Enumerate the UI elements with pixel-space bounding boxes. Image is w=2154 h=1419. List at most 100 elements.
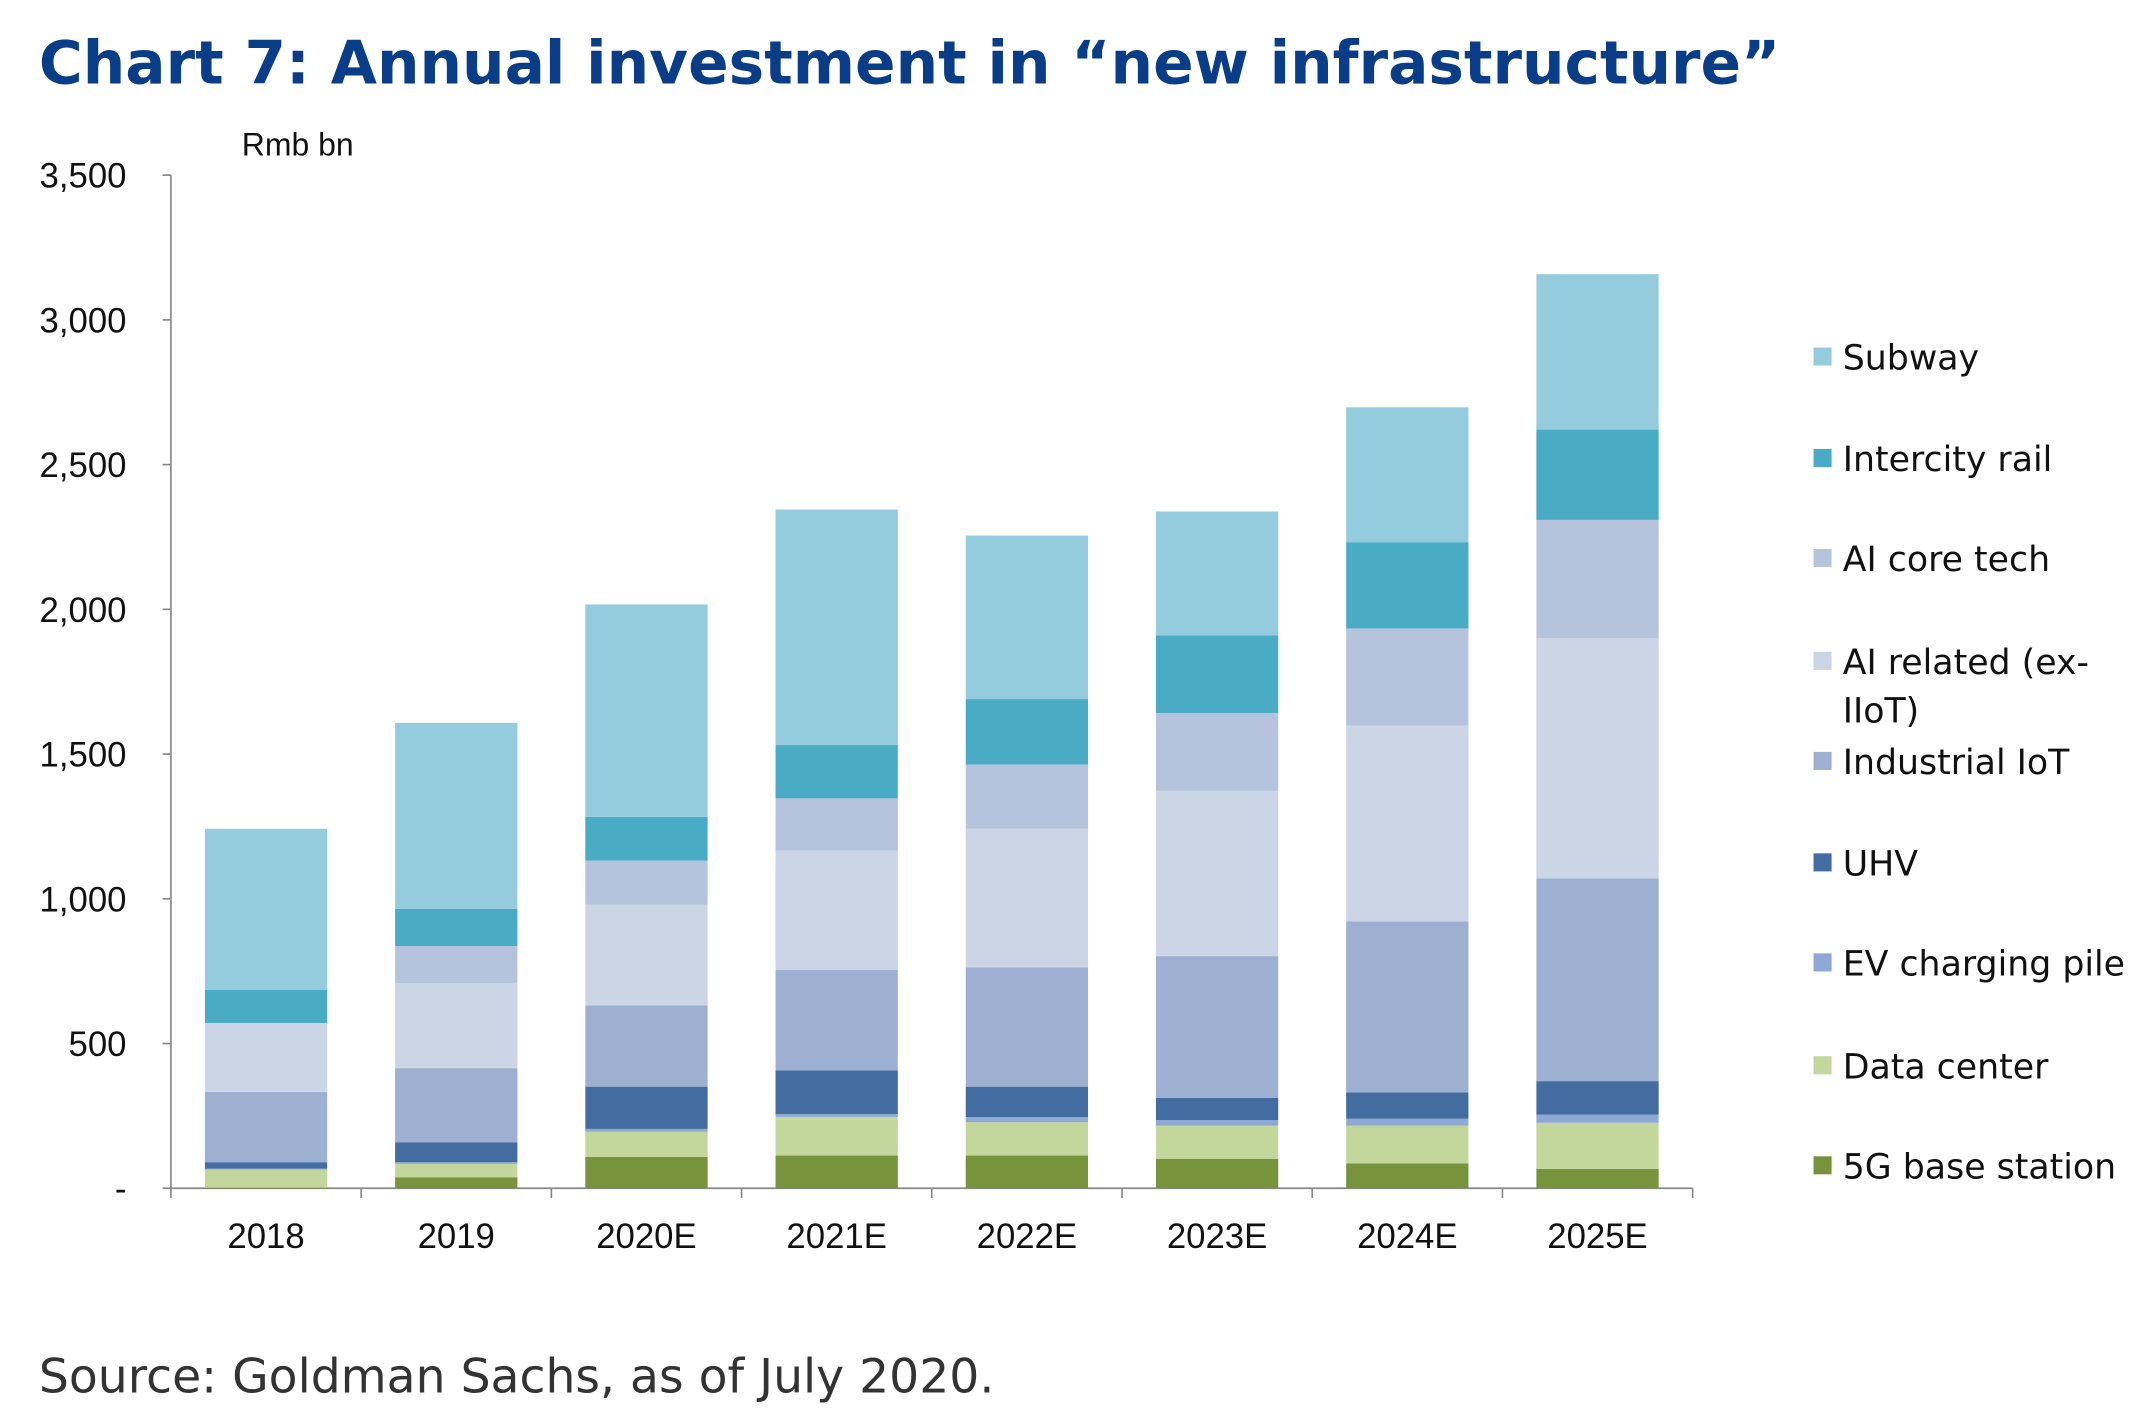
bar-segment-uhv-2025e	[1536, 1081, 1659, 1115]
source-note: Source: Goldman Sachs, as of July 2020.	[39, 1350, 994, 1405]
bar-segment-data-center-2019	[395, 1163, 518, 1178]
bar-segment-ai-related-ex-iiot-2022e	[965, 828, 1089, 968]
bar-segment-ai-core-tech-2025e	[1536, 519, 1659, 638]
bar-segment-data-center-2023e	[1155, 1125, 1279, 1160]
bar-segment-5g-base-station-2024e	[1346, 1163, 1469, 1189]
x-tick-label: 2024E	[1357, 1218, 1457, 1256]
x-tick-label: 2022E	[977, 1218, 1077, 1256]
bar-segment-ev-charging-pile-2019	[395, 1162, 518, 1164]
bar-segment-uhv-2021e	[775, 1070, 898, 1115]
legend: Subway Intercity rail AI core tech AI relat…	[1813, 339, 2125, 1188]
bar-segment-intercity-rail-2021e	[775, 745, 898, 799]
bar-segment-5g-base-station-2022e	[965, 1155, 1089, 1189]
bar-segment-subway-2023e	[1155, 511, 1279, 636]
bar-segment-ai-related-ex-iiot-2024e	[1346, 725, 1469, 922]
bar-segment-data-center-2021e	[775, 1117, 898, 1156]
bar-segment-industrial-iot-2025e	[1536, 878, 1659, 1082]
bar-segment-intercity-rail-2022e	[965, 699, 1089, 765]
bar-segment-industrial-iot-2020e	[585, 1005, 708, 1087]
bar-segment-5g-base-station-2019	[395, 1177, 518, 1189]
bar-segment-intercity-rail-2019	[395, 908, 518, 946]
legend-swatch	[1813, 751, 1832, 770]
legend-label: EV charging pile	[1843, 945, 2125, 985]
legend-label: IIoT)	[1843, 692, 1920, 732]
legend-swatch	[1813, 347, 1832, 366]
legend-label: Intercity rail	[1843, 440, 2053, 480]
bar-segment-ev-charging-pile-2024e	[1346, 1118, 1469, 1126]
bar-segment-5g-base-station-2023e	[1155, 1159, 1279, 1189]
bar-segment-subway-2021e	[775, 509, 898, 746]
bar-segment-subway-2019	[395, 722, 518, 909]
y-tick-label: 3,000	[40, 302, 127, 340]
legend-swatch	[1813, 1156, 1832, 1175]
legend-label: Data center	[1843, 1047, 2049, 1087]
bar-segment-data-center-2025e	[1536, 1122, 1659, 1169]
bar-segment-5g-base-station-2025e	[1536, 1168, 1659, 1189]
plot-area: - 500 1,000 1,500 2,000 2,500 3,000 3,500 2018 20…	[40, 158, 1694, 1256]
legend-label: UHV	[1843, 845, 1919, 885]
bar-segment-uhv-2024e	[1346, 1092, 1469, 1119]
bar-segment-ev-charging-pile-2022e	[965, 1117, 1089, 1123]
bar-segment-intercity-rail-2023e	[1155, 635, 1279, 713]
bar-segment-ai-related-ex-iiot-2019	[395, 983, 518, 1069]
bar-segment-subway-2022e	[965, 535, 1089, 700]
bar-segment-5g-base-station-2021e	[775, 1155, 898, 1189]
bar-segment-ev-charging-pile-2018	[204, 1168, 328, 1170]
bar-segment-ai-related-ex-iiot-2018	[204, 1022, 328, 1092]
bar-segment-intercity-rail-2020e	[585, 816, 708, 861]
bar-segment-5g-base-station-2020e	[585, 1156, 708, 1189]
legend-swatch	[1813, 853, 1832, 872]
bar-segment-industrial-iot-2024e	[1346, 921, 1469, 1093]
bar-segment-subway-2024e	[1346, 407, 1469, 543]
y-tick-label: 1,500	[40, 737, 127, 775]
bar-segment-ai-related-ex-iiot-2025e	[1536, 637, 1659, 879]
bar-segment-ev-charging-pile-2020e	[585, 1128, 708, 1132]
y-axis-unit-label: Rmb bn	[242, 127, 354, 163]
y-tick-label: 2,000	[40, 592, 127, 630]
bar-segment-ai-core-tech-2020e	[585, 860, 708, 905]
x-tick-label: 2019	[418, 1218, 495, 1256]
bar-segment-data-center-2022e	[965, 1122, 1089, 1156]
legend-label: AI related (ex-	[1843, 643, 2089, 683]
chart-title: Chart 7: Annual investment in “new infra…	[39, 29, 1780, 98]
bar-segment-ai-related-ex-iiot-2023e	[1155, 790, 1279, 957]
legend-swatch	[1813, 548, 1832, 568]
y-tick-label: 3,500	[40, 158, 127, 196]
bar-segment-industrial-iot-2022e	[965, 967, 1089, 1087]
bar-segment-industrial-iot-2018	[204, 1091, 328, 1163]
bar-segment-ai-core-tech-2022e	[965, 764, 1089, 829]
x-tick-label: 2023E	[1167, 1218, 1267, 1256]
bar-segment-data-center-2018	[204, 1169, 328, 1188]
legend-swatch	[1813, 1056, 1832, 1075]
y-tick-label: -	[115, 1171, 127, 1209]
bar-segment-industrial-iot-2019	[395, 1068, 518, 1143]
y-tick-label: 2,500	[40, 447, 127, 485]
bar-segment-ai-related-ex-iiot-2021e	[775, 850, 898, 970]
bar-segment-subway-2025e	[1536, 274, 1659, 430]
y-tick-label: 1,000	[40, 881, 127, 919]
x-tick-label: 2020E	[596, 1218, 696, 1256]
bar-segment-industrial-iot-2023e	[1155, 956, 1279, 1098]
bar-segment-industrial-iot-2021e	[775, 969, 898, 1071]
bar-segment-ai-core-tech-2019	[395, 945, 518, 984]
y-tick-label: 500	[69, 1026, 127, 1064]
x-tick-label: 2018	[227, 1218, 304, 1256]
x-tick-label: 2021E	[786, 1218, 886, 1256]
bar-segment-uhv-2022e	[965, 1086, 1089, 1118]
bar-segment-data-center-2024e	[1346, 1125, 1469, 1164]
bar-segment-ai-core-tech-2024e	[1346, 628, 1469, 726]
bar-segment-intercity-rail-2018	[204, 989, 328, 1023]
bar-segment-ai-core-tech-2021e	[775, 798, 898, 851]
legend-swatch	[1813, 651, 1832, 670]
bar-segment-data-center-2020e	[585, 1131, 708, 1157]
bar-segment-ai-related-ex-iiot-2020e	[585, 904, 708, 1006]
bar-segment-intercity-rail-2025e	[1536, 429, 1659, 520]
legend-swatch	[1813, 953, 1832, 972]
bar-segment-uhv-2019	[395, 1142, 518, 1163]
legend-swatch	[1813, 448, 1832, 468]
bar-segment-ev-charging-pile-2021e	[775, 1114, 898, 1118]
legend-label: 5G base station	[1843, 1148, 2116, 1188]
bar-segment-ai-core-tech-2023e	[1155, 712, 1279, 791]
legend-label: Subway	[1843, 339, 1979, 379]
